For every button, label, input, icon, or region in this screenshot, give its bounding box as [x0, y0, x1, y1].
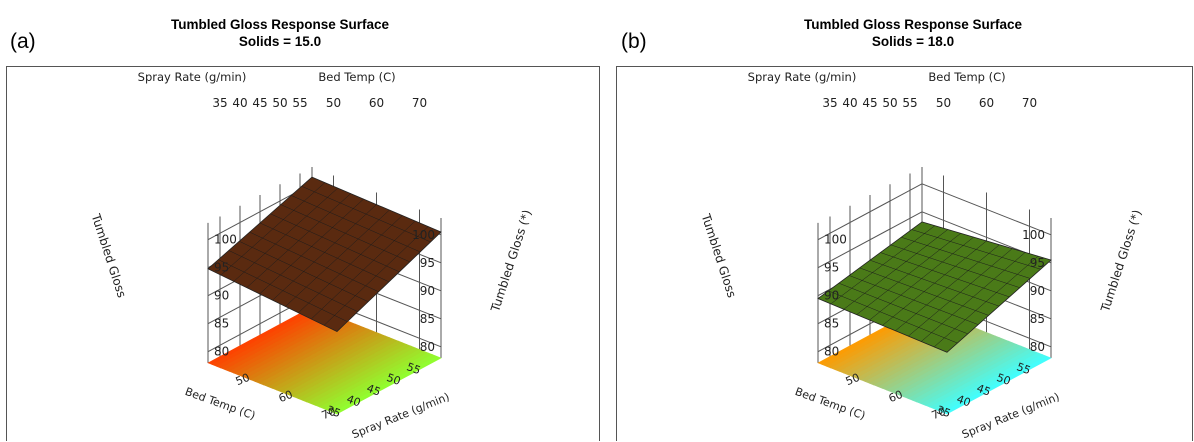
x-tick-label: 70	[1022, 96, 1037, 110]
floor-bed-temp-tick: 50	[995, 371, 1013, 388]
x-tick-label: 50	[326, 96, 341, 110]
z-tick-label: 100	[1022, 228, 1045, 242]
chart-title-block: Tumbled Gloss Response Surface Solids = …	[763, 16, 1063, 50]
z-tick-label: 85	[1030, 312, 1045, 326]
surface-mesh-line	[838, 282, 968, 335]
z-tick-label: 90	[214, 289, 229, 303]
z-axis-title-right: Tumbled Gloss (*)	[1098, 208, 1144, 314]
y-tick-label: 45	[252, 96, 267, 110]
z-tick-label: 90	[824, 289, 839, 303]
surface-mesh-line	[311, 220, 416, 320]
surface-mesh-line	[259, 222, 390, 283]
y-tick-label: 45	[862, 96, 877, 110]
floor-bed-temp-tick: 45	[975, 382, 993, 399]
surface-mesh-line	[228, 250, 358, 312]
floor-spray-rate-tick: 50	[234, 371, 252, 388]
bed-temp-axis-title: Bed Temp (C)	[318, 70, 395, 84]
response-surface	[207, 176, 442, 333]
z-tick-label: 85	[824, 317, 839, 331]
x-tick-label: 60	[369, 96, 384, 110]
surface-mesh-line	[869, 259, 1000, 307]
floor-bed-temp-tick: 35	[935, 403, 953, 420]
chart-subtitle: Solids = 18.0	[871, 34, 955, 49]
chart-subtitle: Solids = 15.0	[238, 34, 322, 49]
y-tick-label: 40	[842, 96, 857, 110]
panel-label: (a)	[10, 30, 36, 53]
surface-mesh-line	[849, 275, 979, 325]
z-tick-label: 90	[1030, 284, 1045, 298]
panel-label: (b)	[621, 30, 647, 53]
surface-mesh-line	[323, 226, 429, 326]
z-tick-label: 100	[214, 233, 237, 247]
z-axis-title-left: Tumbled Gloss	[88, 211, 129, 299]
spray-rate-axis-title: Spray Rate (g/min)	[138, 70, 247, 84]
z-tick-label: 95	[420, 256, 435, 270]
floor-spray-rate-tick: 60	[277, 388, 295, 405]
surface-mesh-line	[908, 248, 1013, 337]
y-tick-label: 40	[232, 96, 247, 110]
z-axis-title-left: Tumbled Gloss	[698, 211, 739, 299]
z-tick-label: 95	[824, 261, 839, 275]
z-tick-label: 100	[824, 233, 847, 247]
surface-mesh-line	[285, 209, 390, 307]
z-tick-label: 100	[412, 228, 435, 242]
chart-panel-b: (b) Tumbled Gloss Response Surface Solid…	[607, 0, 1194, 441]
x-tick-label: 60	[979, 96, 994, 110]
floor-spray-rate-tick: 50	[844, 371, 862, 388]
floor-bed-temp-tick: 40	[955, 393, 973, 410]
z-tick-label: 95	[214, 261, 229, 275]
z-tick-label: 85	[214, 317, 229, 331]
chart-title: Tumbled Gloss Response Surface	[170, 17, 390, 32]
floor-spray-rate-tick: 60	[887, 388, 905, 405]
z-tick-label: 85	[420, 312, 435, 326]
x-tick-label: 70	[412, 96, 427, 110]
chart-title: Tumbled Gloss Response Surface	[803, 17, 1023, 32]
floor-bed-temp-tick: 45	[365, 382, 383, 399]
floor-spray-rate-tick: 70	[320, 405, 338, 422]
floor-bed-temp-tick: 55	[405, 360, 423, 377]
surface-mesh-line	[933, 255, 1039, 348]
surface-mesh-line	[249, 231, 379, 292]
surface-mesh-line	[921, 252, 1026, 342]
chart-panel-a: (a) Tumbled Gloss Response Surface Solid…	[6, 16, 600, 441]
floor-spray-rate-tick: 70	[930, 405, 948, 422]
y-tick-label: 55	[292, 96, 307, 110]
y-tick-label: 50	[272, 96, 287, 110]
y-tick-label: 55	[902, 96, 917, 110]
y-tick-label: 50	[882, 96, 897, 110]
z-tick-label: 95	[1030, 256, 1045, 270]
floor-bed-temp-tick: 55	[1015, 360, 1033, 377]
bed-temp-axis-title: Bed Temp (C)	[928, 70, 1005, 84]
y-tick-label: 35	[822, 96, 837, 110]
floor-strip	[941, 355, 1052, 415]
surface-mesh-line	[298, 215, 403, 313]
z-tick-label: 80	[1030, 340, 1045, 354]
floor-bed-temp-tick: 40	[345, 393, 363, 410]
z-axis-title-right: Tumbled Gloss (*)	[488, 208, 534, 314]
surface-mesh-line	[895, 244, 1000, 331]
z-tick-label: 90	[420, 284, 435, 298]
z-tick-label: 80	[214, 345, 229, 359]
floor-bed-temp-tick: 50	[385, 371, 403, 388]
chart-frame: 50 60 70 55 50 45 40 35 Spray Rate (g/min) Bed Te…	[616, 66, 1193, 441]
floor-strip	[331, 355, 442, 415]
surface-mesh-line	[239, 241, 369, 302]
y-tick-label: 35	[212, 96, 227, 110]
chart-frame: 50 60 70 55 50 45 40 35 Spray Rate (g/min) Bed Te…	[6, 66, 600, 441]
floor-bed-temp-title: Bed Temp (C)	[793, 385, 867, 422]
chart-title-block: Tumbled Gloss Response Surface Solids = …	[130, 16, 430, 50]
spray-rate-axis-title: Spray Rate (g/min)	[748, 70, 857, 84]
surface-mesh-line	[218, 259, 348, 322]
z-tick-label: 80	[824, 345, 839, 359]
x-tick-label: 50	[936, 96, 951, 110]
surface-mesh-line	[859, 267, 989, 316]
floor-bed-temp-tick: 35	[325, 403, 343, 420]
z-tick-label: 80	[420, 340, 435, 354]
surface-mesh-line	[828, 290, 958, 344]
floor-bed-temp-title: Bed Temp (C)	[183, 385, 257, 422]
